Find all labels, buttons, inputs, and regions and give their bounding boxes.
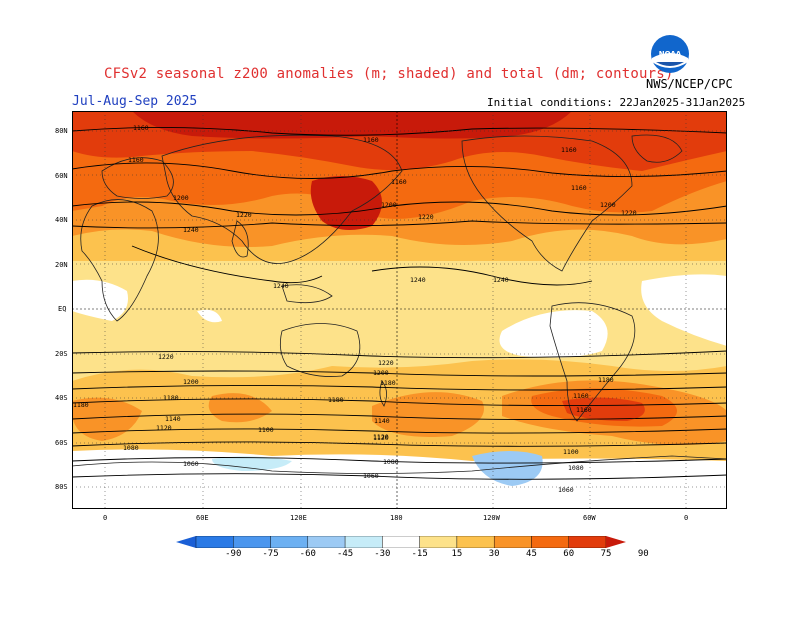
colorbar-segment	[307, 536, 346, 548]
contour-label: 1060	[558, 486, 574, 494]
lon-label-60e: 60E	[196, 514, 209, 522]
lon-label-0: 0	[103, 514, 108, 522]
lat-label-40n: 40N	[55, 216, 68, 224]
contour-label: 1080	[123, 444, 139, 452]
contour-label: 1180	[163, 394, 179, 402]
contour-label: 1140	[374, 417, 390, 425]
lon-label-180: 180	[390, 514, 403, 522]
colorbar-segment	[233, 536, 271, 548]
contour-label: 1220	[621, 209, 637, 217]
lon-label-0-east: 0	[684, 514, 689, 522]
colorbar-tick-label: 15	[451, 549, 463, 559]
colorbar-tick-label: 60	[563, 549, 575, 559]
contour-label: 1060	[363, 472, 379, 480]
colorbar-right-arrow	[606, 536, 626, 548]
contour-label: 1200	[381, 201, 397, 209]
lon-label-120e: 120E	[290, 514, 307, 522]
colorbar-tick-label: 90	[637, 549, 649, 559]
contour-label: 1240	[273, 282, 289, 290]
lat-label-20s: 20S	[55, 350, 68, 358]
contour-label: 1120	[156, 424, 172, 432]
contour-label: 1220	[236, 211, 252, 219]
lat-label-20n: 20N	[55, 261, 68, 269]
contour-label: 1160	[391, 178, 407, 186]
colorbar-segment	[195, 536, 234, 548]
lat-label-40s: 40S	[55, 394, 68, 402]
contour-label: 1220	[378, 359, 394, 367]
lat-label-80n: 80N	[55, 127, 68, 135]
contour-label: 1120	[373, 433, 389, 441]
colorbar-segment	[568, 536, 607, 548]
contour-label: 1240	[493, 276, 509, 284]
colorbar-segment	[382, 536, 420, 548]
contour-label: 1240	[183, 226, 199, 234]
initial-conditions: Initial conditions: 22Jan2025-31Jan2025	[487, 96, 746, 109]
contour-label: 1200	[183, 378, 199, 386]
contour-label: 1100	[563, 448, 579, 456]
colorbar-tick-label: -75	[262, 549, 279, 559]
contour-label: 1180	[380, 379, 396, 387]
map-title: CFSv2 seasonal z200 anomalies (m; shaded…	[104, 66, 674, 82]
logo-text: NOAA	[659, 50, 682, 58]
colorbar-segment	[419, 536, 458, 548]
lat-label-eq: EQ	[58, 305, 67, 313]
contour-label: 1100	[258, 426, 274, 434]
contour-label: 1160	[133, 124, 149, 132]
colorbar-tick-label: -45	[336, 549, 354, 559]
contour-label: 1160	[576, 406, 592, 414]
lat-label-60s: 60S	[55, 439, 68, 447]
colorbar-tick-label: -90	[225, 549, 242, 559]
contour-label: 1180	[73, 401, 89, 409]
contour-label: 1160	[128, 156, 144, 164]
lon-label-120w: 120W	[483, 514, 500, 522]
contour-label: 1200	[600, 201, 616, 209]
contour-label: 1200	[373, 369, 389, 377]
contour-label: 1180	[328, 396, 344, 404]
contour-label: 1140	[165, 415, 181, 423]
contour-label: 1160	[363, 136, 379, 144]
org-label: NWS/NCEP/CPC	[646, 77, 733, 91]
contour-label: 1160	[573, 392, 589, 400]
contour-label: 1060	[183, 460, 199, 468]
colorbar-tick-label: -15	[411, 549, 428, 559]
contour-label: 1160	[571, 184, 587, 192]
noaa-logo: NOAA	[651, 35, 689, 73]
contour-label: 1080	[568, 464, 584, 472]
colorbar-segment	[531, 536, 569, 548]
colorbar-tick-label: 45	[526, 549, 537, 559]
colorbar-segment	[456, 536, 495, 548]
colorbar-segment	[344, 536, 383, 548]
lon-label-60w: 60W	[583, 514, 596, 522]
colorbar-tick-label: -60	[299, 549, 316, 559]
lat-label-80s: 80S	[55, 483, 68, 491]
lat-label-60n: 60N	[55, 172, 68, 180]
contour-label: 1180	[598, 376, 614, 384]
contour-label: 1120	[373, 434, 389, 442]
colorbar-tick-label: 30	[488, 549, 500, 559]
anomaly-map: 1160 1160 1160 1160 1160 1160 1200 1200 1200 1220…	[72, 111, 727, 509]
colorbar-left-arrow	[176, 536, 196, 548]
contour-label: 1080	[383, 458, 399, 466]
contour-label: 1220	[158, 353, 174, 361]
colorbar-tick-label: -30	[374, 549, 391, 559]
contour-label: 1160	[561, 146, 577, 154]
contour-label: 1240	[410, 276, 426, 284]
colorbar	[176, 536, 626, 548]
colorbar-segment	[270, 536, 309, 548]
colorbar-tick-label: 75	[600, 549, 612, 559]
contour-label: 1200	[173, 194, 189, 202]
season-label: Jul-Aug-Sep 2025	[72, 94, 198, 109]
colorbar-segment	[493, 536, 532, 548]
contour-label: 1220	[418, 213, 434, 221]
